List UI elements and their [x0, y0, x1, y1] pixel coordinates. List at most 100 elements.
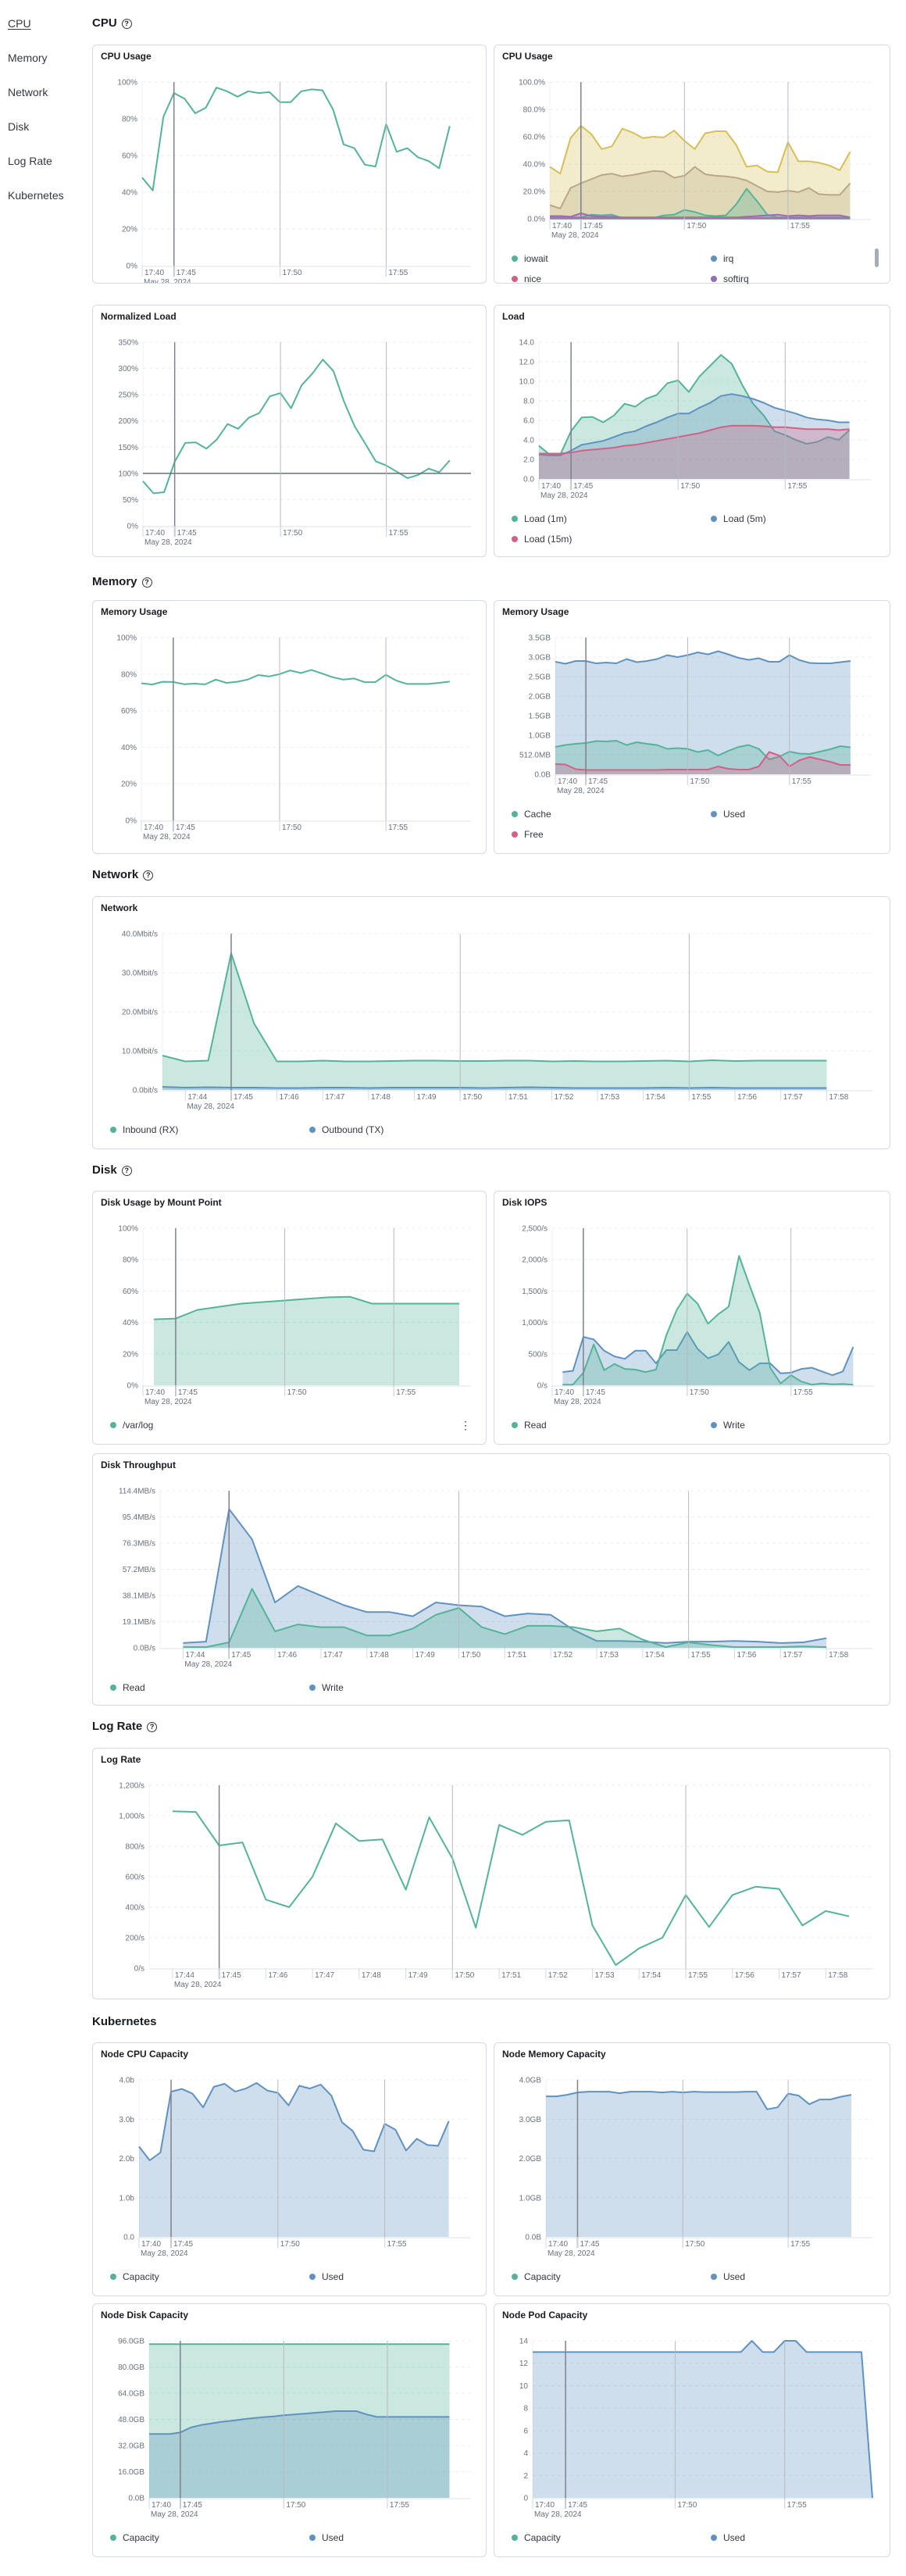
legend-item[interactable]: Load (1m): [512, 513, 711, 525]
legend-item[interactable]: Cache: [512, 808, 711, 820]
series-line[interactable]: [549, 166, 851, 209]
legend-item[interactable]: iowait: [512, 252, 711, 265]
chart-legend: Cache Used Free: [512, 808, 906, 841]
nav-item-cpu[interactable]: CPU: [8, 17, 31, 30]
memory-usage-chart[interactable]: 0.0B 512.0MB 1.0GB 1.5GB 2.0GB 2.5GB 3.0GB 3.5G…: [494, 601, 890, 853]
panel-title: Node Memory Capacity: [502, 2049, 606, 2060]
cpu-breakdown-chart[interactable]: 0.0% 20.0% 40.0% 60.0% 80.0% 100.0% 17:40 17:45…: [494, 45, 890, 283]
date-label: May 28, 2024: [554, 1398, 601, 1406]
disk-throughput-chart[interactable]: 0.0B/s 19.1MB/s 38.1MB/s 57.2MB/s 76.3MB/s 95…: [93, 1454, 890, 1705]
series-line[interactable]: [141, 669, 450, 686]
panel-title: Node Pod Capacity: [502, 2310, 588, 2321]
legend-item[interactable]: Used: [711, 2271, 906, 2283]
legend-item[interactable]: Outbound (TX): [309, 1124, 508, 1136]
x-tick-label: 17:46: [268, 1971, 287, 1980]
series-line[interactable]: [172, 1810, 850, 1967]
series-line[interactable]: [141, 87, 451, 191]
legend-item[interactable]: Read: [512, 1419, 711, 1431]
y-tick-label: 76.3MB/s: [123, 1540, 155, 1549]
network-chart[interactable]: 0.0bit/s 10.0Mbit/s 20.0Mbit/s 30.0Mbit/s 40…: [93, 897, 890, 1149]
series-line[interactable]: [546, 2091, 852, 2110]
legend-item[interactable]: Capacity: [512, 2271, 711, 2283]
x-tick-label: 17:45: [588, 777, 608, 786]
series-area: [183, 1588, 827, 1648]
legend-item[interactable]: Used: [309, 2531, 508, 2544]
legend-item[interactable]: nice: [512, 273, 711, 285]
node-pod-capacity-chart[interactable]: 0 2 4 6 8 10 12 14 17:40 17:45 17:50 17:55 May 28, 2…: [494, 2304, 890, 2556]
legend-item[interactable]: /var/log: [110, 1419, 309, 1431]
y-tick-label: 0.0B: [128, 2495, 144, 2503]
help-icon[interactable]: ?: [121, 18, 132, 29]
y-tick-label: 0%: [127, 1382, 139, 1391]
y-tick-label: 2.0GB: [519, 2155, 542, 2163]
series-line[interactable]: [538, 393, 850, 456]
memory-usage-percent-panel: 0% 20% 40% 60% 80% 100% 17:40 17:45 17:50 17:55 Ma…: [92, 600, 487, 854]
series-line[interactable]: [538, 354, 851, 456]
legend-label: Load (1m): [524, 513, 567, 524]
legend-scrollbar[interactable]: [875, 248, 879, 267]
series-line[interactable]: [149, 2410, 450, 2435]
legend-item[interactable]: Read: [110, 1681, 309, 1694]
series-line[interactable]: [555, 740, 851, 760]
legend-item[interactable]: Capacity: [110, 2531, 309, 2544]
series-line[interactable]: [539, 424, 850, 455]
series-line[interactable]: [162, 952, 827, 1063]
legend-item[interactable]: softirq: [711, 273, 906, 285]
nav-item-network[interactable]: Network: [8, 86, 48, 98]
x-tick-label: 17:45: [231, 1651, 251, 1660]
normalized-load-chart[interactable]: 0% 50% 100% 150% 200% 250% 300% 350% 17:40 17:45 1…: [93, 305, 486, 556]
legend-dot-icon: [512, 276, 518, 282]
legend-item[interactable]: irq: [711, 252, 906, 265]
series-line[interactable]: [562, 1255, 854, 1386]
y-tick-label: 40.0%: [523, 161, 545, 170]
legend-item[interactable]: Used: [711, 2531, 906, 2544]
series-line[interactable]: [138, 2082, 450, 2161]
x-tick-label: 17:45: [183, 2501, 202, 2510]
more-options-icon[interactable]: ⋮: [460, 1419, 471, 1431]
legend-item[interactable]: Free: [512, 828, 711, 841]
legend-item[interactable]: Capacity: [512, 2531, 711, 2544]
series-line[interactable]: [533, 2340, 873, 2499]
legend-item[interactable]: Used: [309, 2271, 508, 2283]
log-rate-chart[interactable]: 0/s 200/s 400/s 600/s 800/s 1,000/s 1,200/s 17:…: [93, 1749, 890, 1999]
y-tick-label: 32.0GB: [118, 2442, 144, 2451]
legend-label: Load (5m): [723, 513, 766, 524]
series-line[interactable]: [183, 1508, 827, 1644]
series-line[interactable]: [549, 125, 851, 175]
series-line[interactable]: [183, 1588, 827, 1649]
legend-item[interactable]: Write: [711, 1419, 906, 1431]
series-line[interactable]: [555, 650, 851, 665]
load-chart[interactable]: 0.0 2.0 4.0 6.0 8.0 10.0 12.0 14.0 17:40 17:45 17:…: [494, 305, 890, 556]
node-cpu-capacity-chart[interactable]: 0.0 1.0b 2.0b 3.0b 4.0b 17:40 17:45 17:50 17:55 M…: [93, 2043, 486, 2296]
help-icon[interactable]: ?: [143, 870, 154, 881]
legend-item[interactable]: Used: [711, 808, 906, 820]
legend-item[interactable]: Write: [309, 1681, 508, 1694]
legend-item[interactable]: Load (5m): [711, 513, 906, 525]
disk-iops-chart[interactable]: 0/s 500/s 1,000/s 1,500/s 2,000/s 2,500/s 17:4…: [494, 1192, 890, 1444]
series-line[interactable]: [555, 751, 851, 771]
cpu-usage-chart[interactable]: 0% 20% 40% 60% 80% 100% 17:40 17:45 17:50 17:55 Ma…: [93, 45, 486, 283]
legend-item[interactable]: Inbound (RX): [110, 1124, 309, 1136]
y-tick-label: 19.1MB/s: [123, 1618, 155, 1627]
disk-usage-chart[interactable]: 0% 20% 40% 60% 80% 100% 17:40 17:45 17:50 17:55 Ma…: [93, 1192, 486, 1444]
legend-item[interactable]: Load (15m): [512, 533, 711, 545]
node-memory-capacity-chart[interactable]: 0.0B 1.0GB 2.0GB 3.0GB 4.0GB 17:40 17:45 17:50 1…: [494, 2043, 890, 2296]
nav-item-memory[interactable]: Memory: [8, 52, 48, 64]
series-line[interactable]: [562, 1331, 854, 1377]
help-icon[interactable]: ?: [147, 1721, 158, 1732]
legend-dot-icon: [110, 1422, 116, 1428]
node-disk-capacity-chart[interactable]: 0.0B 16.0GB 32.0GB 48.0GB 64.0GB 80.0GB 96.0GB…: [93, 2304, 486, 2556]
nav-item-log-rate[interactable]: Log Rate: [8, 155, 52, 167]
help-icon[interactable]: ?: [141, 577, 152, 588]
legend-dot-icon: [512, 2274, 518, 2280]
nav-item-kubernetes[interactable]: Kubernetes: [8, 189, 64, 202]
x-tick-label: 17:55: [691, 1093, 711, 1102]
series-line[interactable]: [162, 1086, 827, 1089]
legend-item[interactable]: Capacity: [110, 2271, 309, 2283]
series-line[interactable]: [153, 1295, 459, 1320]
memory-usage-percent-chart[interactable]: 0% 20% 40% 60% 80% 100% 17:40 17:45 17:50 17:55 Ma…: [93, 601, 486, 853]
help-icon[interactable]: ?: [121, 1165, 132, 1176]
nav-item-disk[interactable]: Disk: [8, 120, 30, 133]
x-tick-label: 17:40: [141, 2240, 161, 2249]
panel-title: Disk Usage by Mount Point: [101, 1197, 222, 1208]
